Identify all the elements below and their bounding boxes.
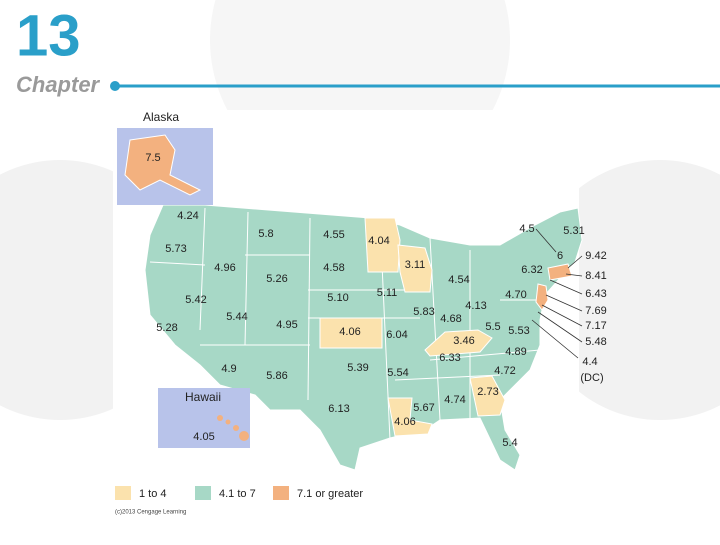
state-value: 4.72 (494, 365, 515, 377)
legend-label: 1 to 4 (139, 488, 167, 500)
state-value: 5.5 (485, 321, 500, 333)
chapter-label: Chapter (16, 72, 101, 97)
state-value: 4.13 (465, 300, 486, 312)
state-value: 5.44 (226, 311, 247, 323)
state-value: 5.8 (258, 228, 273, 240)
state-value: 2.73 (477, 386, 498, 398)
state-value: 5.4 (502, 437, 517, 449)
chapter-number: 13 (16, 3, 81, 68)
state-value: 4.06 (339, 326, 360, 338)
state-value: 3.46 (453, 335, 474, 347)
state-value: 5.67 (413, 402, 434, 414)
state-value: 5.83 (413, 306, 434, 318)
hawaii-shape (217, 415, 249, 441)
legend-swatch (115, 486, 131, 500)
credit: (c)2013 Cengage Learning (115, 510, 186, 516)
state-value: 4.24 (177, 210, 198, 222)
state-value: 6.04 (386, 329, 407, 341)
state-value: 5.42 (185, 294, 206, 306)
state-value: 5.39 (347, 362, 368, 374)
legend-swatch (195, 486, 211, 500)
state-value: 4.70 (505, 289, 526, 301)
legend-swatch (273, 486, 289, 500)
state-value: 5.73 (165, 243, 186, 255)
state-value: 6.32 (521, 264, 542, 276)
state-value: 4.58 (323, 262, 344, 274)
state-value: 5.28 (156, 322, 177, 334)
state-value: 4.06 (394, 416, 415, 428)
state-value: 6.43 (585, 288, 606, 300)
state-value: 4.4 (582, 356, 597, 368)
state-value: 5.26 (266, 273, 287, 285)
state-value: 7.5 (145, 152, 160, 164)
state-value: 5.53 (508, 325, 529, 337)
map (117, 128, 583, 471)
state-value: 9.42 (585, 250, 606, 262)
state-value: 8.41 (585, 270, 606, 282)
inset-title: Alaska (143, 110, 179, 124)
state-value: 5.11 (377, 287, 398, 299)
state-value: 4.04 (368, 235, 389, 247)
high-states (535, 263, 573, 311)
state-value: 6.33 (439, 352, 460, 364)
state-value: 4.68 (440, 313, 461, 325)
state-value: 5.86 (266, 370, 287, 382)
state-value: 4.96 (214, 262, 235, 274)
low-states (319, 217, 506, 437)
state-value: 4.5 (519, 223, 534, 235)
state-value: 5.54 (387, 367, 408, 379)
state-value: 5.48 (585, 336, 606, 348)
state-value: 6.13 (328, 403, 349, 415)
legend-label: 4.1 to 7 (219, 488, 256, 500)
state-value: 4.9 (221, 363, 236, 375)
state-value: 5.31 (563, 225, 584, 237)
legend-label: 7.1 or greater (297, 488, 363, 500)
state-value: 4.89 (505, 346, 526, 358)
state-value: 7.17 (585, 320, 606, 332)
header-dot (110, 81, 120, 91)
state-value: 6 (557, 250, 563, 262)
state-value: 4.55 (323, 229, 344, 241)
hawaii-inset (158, 388, 250, 448)
state-value: 4.95 (276, 319, 297, 331)
inset-title: Hawaii (185, 390, 221, 404)
state-value: 4.05 (193, 431, 214, 443)
callout-lines (531, 228, 583, 359)
state-value: 7.69 (585, 305, 606, 317)
state-value: 3.11 (405, 259, 426, 271)
dc-note: (DC) (580, 372, 603, 384)
state-value: 5.10 (327, 292, 348, 304)
state-value: 4.74 (444, 394, 465, 406)
alaska-shape (124, 134, 202, 196)
state-value: 4.54 (448, 274, 469, 286)
